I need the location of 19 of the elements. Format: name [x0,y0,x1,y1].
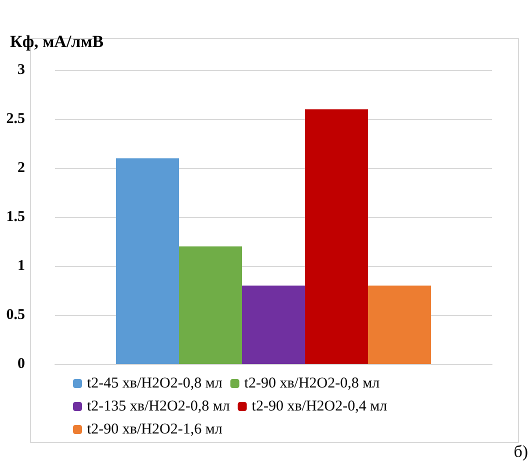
y-tick-label: 0.5 [6,307,25,323]
legend-label: t2-90 хв/H2O2-0,8 мл [244,376,380,392]
y-axis-title: Кф, мА/лмВ [10,32,104,51]
y-tick-label: 2 [18,160,25,176]
legend-label: t2-135 хв/H2O2-0,8 мл [87,398,230,414]
y-tick-label: 3 [18,62,25,78]
text: б) [514,442,528,461]
y-tick-label: 1 [18,258,25,274]
legend-label: t2-45 хв/H2O2-0,8 мл [87,376,223,392]
legend-label: t2-90 хв/H2O2-1,6 мл [87,422,223,438]
bar [368,286,431,364]
y-tick-label: 1.5 [6,209,25,225]
y-tick-label: 0 [18,356,25,372]
bar [179,246,242,364]
bar [242,286,305,364]
legend-label: t2-90 хв/H2O2-0,4 мл [252,398,388,414]
bar [116,158,179,364]
y-tick-label: 2.5 [6,111,25,127]
bar [305,109,368,364]
